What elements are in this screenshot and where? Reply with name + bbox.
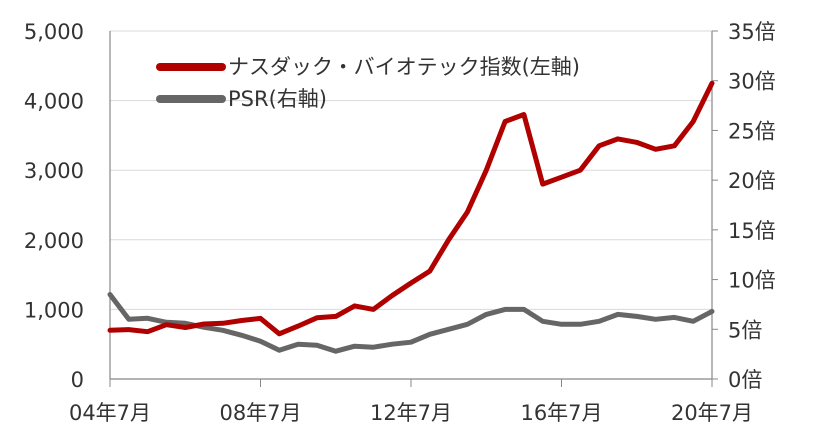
y-right-tick-label: 5倍 [728, 318, 762, 342]
x-tick-label: 20年7月 [671, 401, 753, 425]
x-tick-label: 12年7月 [370, 401, 452, 425]
legend: ナスダック・バイオテック指数(左軸) PSR(右軸) [156, 55, 580, 111]
series-line-nasdaq-biotech [107, 80, 715, 337]
y-left-tick-label: 0 [71, 368, 84, 392]
y-right-tick-label: 10倍 [728, 269, 776, 293]
legend-label-psr: PSR(右軸) [228, 87, 327, 111]
series-layer [107, 80, 715, 354]
x-axis-ticks: 04年7月 08年7月 12年7月 16年7月 20年7月 [69, 379, 753, 425]
left-axis-ticks: 0 1,000 2,000 3,000 4,000 5,000 [24, 20, 84, 392]
y-left-tick-label: 3,000 [24, 159, 84, 183]
x-tick-label: 16年7月 [520, 401, 602, 425]
right-axis-ticks: 0倍 5倍 10倍 15倍 20倍 25倍 30倍 35倍 [712, 20, 776, 392]
y-left-tick-label: 1,000 [24, 298, 84, 322]
series-line-psr [107, 292, 715, 354]
y-right-tick-label: 20倍 [728, 169, 776, 193]
y-right-tick-label: 15倍 [728, 219, 776, 243]
x-tick-label: 04年7月 [69, 401, 151, 425]
y-right-tick-label: 25倍 [728, 119, 776, 143]
legend-label-nasdaq-biotech: ナスダック・バイオテック指数(左軸) [228, 55, 580, 79]
y-left-tick-label: 4,000 [24, 90, 84, 114]
y-left-tick-label: 5,000 [24, 20, 84, 44]
y-right-tick-label: 35倍 [728, 20, 776, 44]
y-left-tick-label: 2,000 [24, 229, 84, 253]
y-right-tick-label: 30倍 [728, 70, 776, 94]
y-right-tick-label: 0倍 [728, 368, 762, 392]
x-tick-label: 08年7月 [219, 401, 301, 425]
